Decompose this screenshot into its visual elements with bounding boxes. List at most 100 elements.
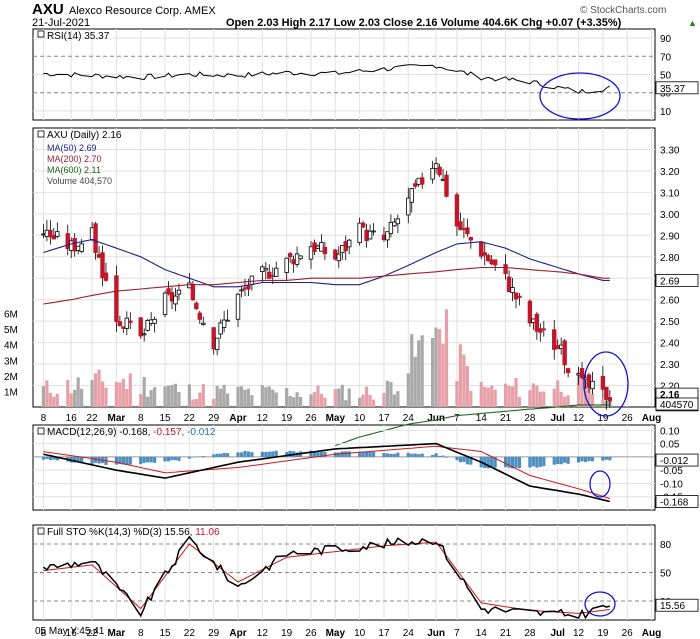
candle-down	[454, 194, 460, 227]
candle-down	[211, 327, 216, 350]
candle-up	[214, 337, 220, 350]
price-tick-label: 3.20	[660, 167, 680, 178]
candle-down	[65, 233, 70, 250]
candle-down	[607, 397, 613, 402]
x-tick-label: Jun	[427, 413, 445, 424]
macd-hist-bar	[469, 456, 473, 465]
volume-bar	[73, 389, 77, 407]
candle-up	[510, 287, 515, 293]
candle-down	[413, 183, 418, 187]
candle-down	[287, 253, 293, 258]
macd-hist-bar	[437, 455, 442, 457]
candle-up	[225, 319, 230, 322]
candle-down	[579, 368, 585, 378]
macd-hist-bar	[118, 456, 122, 465]
candle-up	[152, 318, 157, 324]
macd-hist-bar	[274, 450, 278, 457]
macd-hist-bar	[406, 452, 410, 457]
volume-bar	[170, 384, 174, 407]
macd-hist-bar	[250, 452, 254, 457]
volume-bar	[239, 386, 244, 407]
candle-down	[343, 241, 348, 252]
macd-hist-bar	[114, 456, 118, 465]
candle-up	[298, 255, 303, 260]
volume-last-value-box	[655, 397, 699, 411]
volume-bar	[114, 381, 118, 407]
volume-bar	[274, 392, 278, 407]
candle-down	[242, 287, 248, 290]
volume-bar	[410, 334, 414, 407]
x-tick-label-bottom: 12	[573, 628, 585, 639]
macd-signal-line	[43, 445, 610, 500]
candle-down	[538, 328, 543, 333]
volume-bar	[528, 390, 532, 407]
volume-bar	[601, 398, 605, 407]
ma-last-value-box	[655, 273, 699, 287]
candle-up	[357, 222, 362, 243]
volume-bar	[580, 376, 584, 407]
macd-hist-bar	[170, 456, 174, 461]
volume-bar	[507, 385, 511, 407]
macd-tick-label: 0.05	[660, 440, 680, 451]
sto-tick-label: 80	[660, 540, 672, 551]
x-tick-label: 12	[573, 413, 585, 424]
volume-tick-label: 3M	[4, 356, 18, 367]
volume-bar	[66, 380, 70, 407]
volume-bar	[406, 373, 410, 407]
price-tick-label: 3.30	[660, 145, 680, 156]
macd-hist-bar	[583, 456, 588, 463]
x-tick-label: 19	[597, 413, 609, 424]
candle-down	[503, 264, 508, 275]
candle-up	[79, 243, 84, 252]
macd-hist-bar	[267, 451, 271, 457]
macd-hist-bar	[316, 452, 320, 457]
macd-hist-last-value: -0.012	[660, 456, 689, 467]
macd-hist-bar	[444, 456, 449, 458]
macd-hist-last-value-box	[655, 453, 699, 467]
panel-toggle-icon	[37, 527, 45, 535]
volume-bar	[483, 386, 487, 407]
volume-bar	[417, 340, 421, 407]
x-tick-label-bottom: 14	[476, 628, 488, 639]
candle-down	[138, 317, 143, 337]
x-tick-label-bottom: Mar	[107, 628, 125, 639]
volume-bar	[556, 380, 560, 407]
candle-down	[552, 329, 557, 350]
x-tick-label-bottom: 22	[87, 628, 99, 639]
candle-down	[103, 272, 109, 281]
macd-hist-bar	[246, 451, 251, 457]
candle-down	[166, 288, 171, 295]
macd-tick-label: 0.10	[660, 426, 680, 437]
candle-down	[419, 177, 425, 185]
watermark: © StockCharts.com	[580, 5, 667, 16]
x-tick-label-bottom: 8	[138, 628, 144, 639]
x-tick-label: 26	[305, 413, 317, 424]
candle-up	[124, 317, 130, 329]
candle-up	[69, 240, 74, 251]
macd-label-prefix: MACD(12,26,9)	[47, 427, 117, 438]
company-name: Alexco Resource Corp. AMEX	[69, 5, 216, 17]
volume-bar	[177, 391, 181, 407]
x-tick-label: Mar	[107, 413, 125, 424]
volume-bar	[563, 396, 567, 407]
volume-bar	[48, 392, 52, 407]
macd-hist-bar	[90, 456, 94, 464]
volume-bar	[441, 343, 445, 407]
candle-up	[55, 231, 60, 237]
candle-down	[479, 241, 484, 257]
sto-d-line	[43, 541, 610, 614]
macd-hist-bar	[212, 454, 216, 457]
x-tick-label: 22	[184, 413, 196, 424]
volume-bar	[458, 344, 463, 407]
macd-hist-bar	[146, 456, 150, 463]
candle-up	[239, 289, 244, 292]
volume-bar	[76, 377, 80, 407]
signal-value: -0.157,	[153, 427, 185, 438]
macd-hist-bar	[431, 454, 435, 457]
macd-hist-bar	[576, 456, 581, 463]
candle-up	[347, 239, 352, 248]
x-tick-label-bottom: Jul	[550, 628, 565, 639]
macd-hist-bar	[434, 453, 438, 457]
rsi-tick-label: 50	[660, 71, 672, 82]
